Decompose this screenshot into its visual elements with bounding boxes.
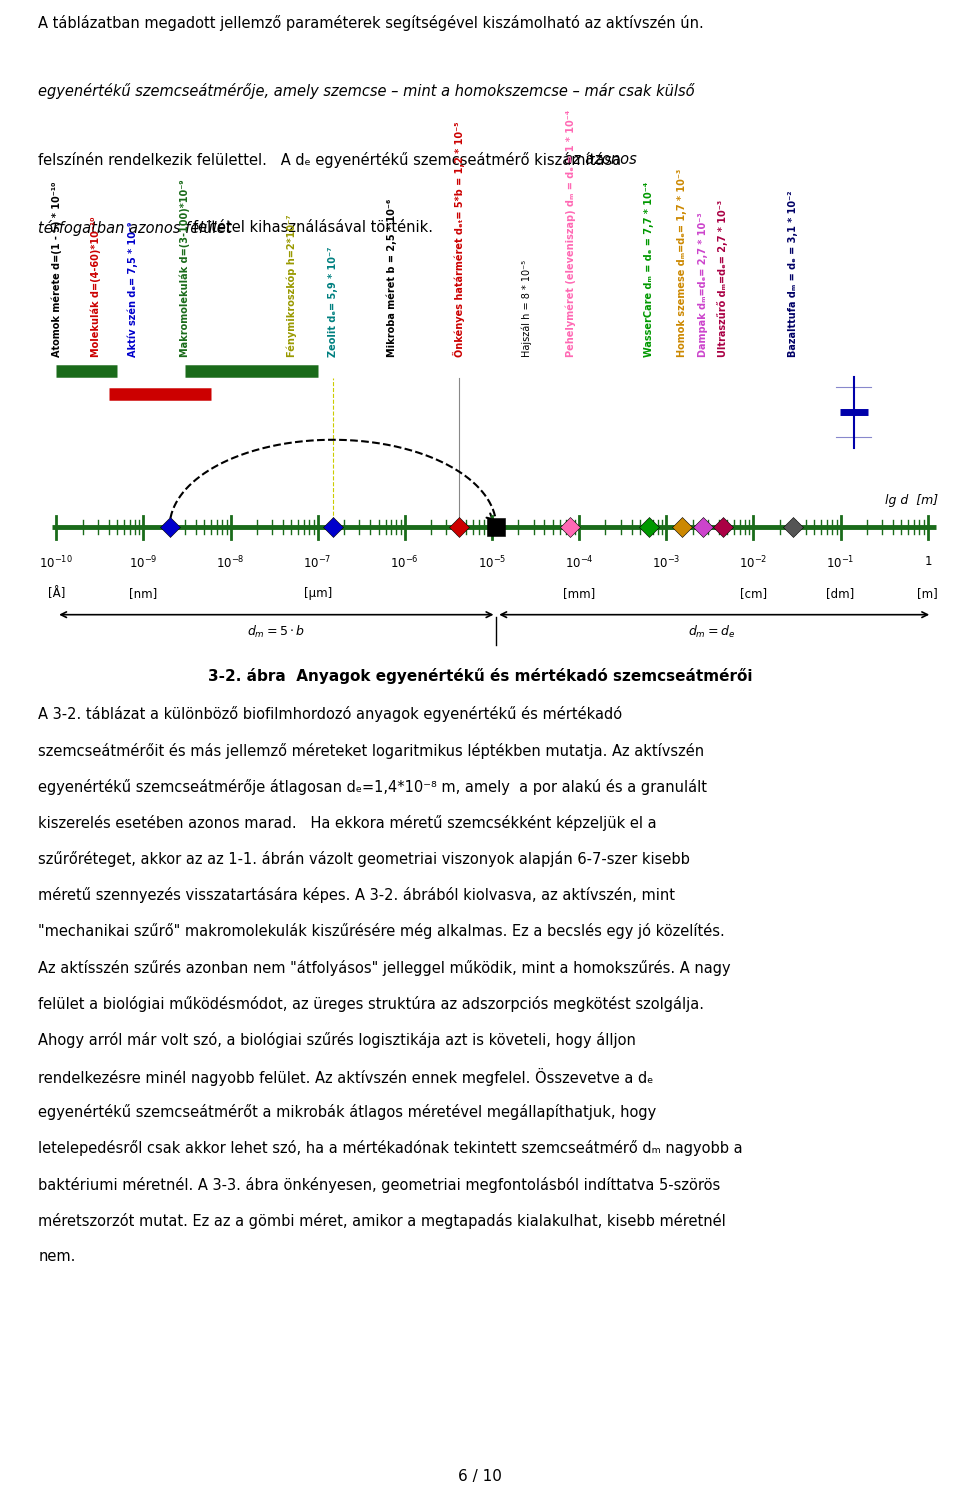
Text: baktériumi méretnél. A 3-3. ábra önkényesen, geometriai megfontolásból indíttatv: baktériumi méretnél. A 3-3. ábra önkénye… xyxy=(38,1177,721,1192)
Text: egyenértékű szemcseátmérőt a mikrobák átlagos méretével megállapíthatjuk, hogy: egyenértékű szemcseátmérőt a mikrobák át… xyxy=(38,1105,657,1120)
Text: $1$: $1$ xyxy=(924,555,932,568)
Text: nem.: nem. xyxy=(38,1249,76,1264)
Text: méretű szennyezés visszatartására képes. A 3-2. ábrából kiolvasva, az aktívszén,: méretű szennyezés visszatartására képes.… xyxy=(38,887,676,903)
Text: Aktív szén dₑ= 7,5 * 10⁻⁹: Aktív szén dₑ= 7,5 * 10⁻⁹ xyxy=(128,221,138,356)
Text: Hajszál h = 8 * 10⁻⁵: Hajszál h = 8 * 10⁻⁵ xyxy=(521,260,532,356)
Text: lg d  [m]: lg d [m] xyxy=(885,493,938,507)
Text: Az aktísszén szűrés azonban nem "átfolyásos" jelleggel működik, mint a homokszűr: Az aktísszén szűrés azonban nem "átfolyá… xyxy=(38,959,731,975)
Text: $d_m = 5 \cdot b$: $d_m = 5 \cdot b$ xyxy=(247,624,305,640)
Text: feltétel kihasználásával történik.: feltétel kihasználásával történik. xyxy=(193,219,433,234)
Text: Önkényes határméret dₑₜ= 5*b = 1,2 * 10⁻⁵: Önkényes határméret dₑₜ= 5*b = 1,2 * 10⁻… xyxy=(453,122,465,356)
Text: [m]: [m] xyxy=(918,588,938,600)
Text: szűrőréteget, akkor az az 1-1. ábrán vázolt geometriai viszonyok alapján 6-7-sze: szűrőréteget, akkor az az 1-1. ábrán váz… xyxy=(38,851,690,867)
Text: 3-2. ábra  Anyagok egyenértékű és mértékadó szemcseátmérői: 3-2. ábra Anyagok egyenértékű és mértéka… xyxy=(207,669,753,684)
Text: $10^{-2}$: $10^{-2}$ xyxy=(739,555,768,571)
Text: A 3-2. táblázat a különböző biofilmhordozó anyagok egyenértékű és mértékadó: A 3-2. táblázat a különböző biofilmhordo… xyxy=(38,706,622,723)
Text: WasserCare dₘ = dₑ = 7,7 * 10⁻⁴: WasserCare dₘ = dₑ = 7,7 * 10⁻⁴ xyxy=(644,182,654,356)
Text: [nm]: [nm] xyxy=(130,588,157,600)
Text: A táblázatban megadott jellemző paraméterek segítségével kiszámolható az aktívsz: A táblázatban megadott jellemző paraméte… xyxy=(38,15,704,32)
Text: Makromolekulák d=(3-100)*10⁻⁹: Makromolekulák d=(3-100)*10⁻⁹ xyxy=(180,179,190,356)
Text: térfogatban azonos felület: térfogatban azonos felület xyxy=(38,219,236,236)
Text: szemcseátmérőit és más jellemző méreteket logaritmikus léptékben mutatja. Az akt: szemcseátmérőit és más jellemző méreteke… xyxy=(38,742,705,759)
Text: $d_m = d_e$: $d_m = d_e$ xyxy=(688,624,735,640)
Text: $10^{-8}$: $10^{-8}$ xyxy=(216,555,245,571)
Text: Dampak dₘ=dₑ= 2,7 * 10⁻³: Dampak dₘ=dₑ= 2,7 * 10⁻³ xyxy=(698,212,708,356)
Text: felszínén rendelkezik felülettel.   A dₑ egyenértékű szemcseátmérő kiszámítása: felszínén rendelkezik felülettel. A dₑ e… xyxy=(38,152,626,168)
Text: Bazalttufa dₘ = dₑ = 3,1 * 10⁻²: Bazalttufa dₘ = dₑ = 3,1 * 10⁻² xyxy=(787,191,798,356)
Text: $10^{-10}$: $10^{-10}$ xyxy=(39,555,73,571)
Text: letelepedésről csak akkor lehet szó, ha a mértékadónak tekintett szemcseátmérő d: letelepedésről csak akkor lehet szó, ha … xyxy=(38,1141,743,1156)
Text: [μm]: [μm] xyxy=(303,588,332,600)
Text: $10^{-5}$: $10^{-5}$ xyxy=(478,555,506,571)
Text: Atomok mérete d=(1 - 5) * 10⁻¹⁰: Atomok mérete d=(1 - 5) * 10⁻¹⁰ xyxy=(51,182,61,356)
Text: egyenértékű szemcseátmérője, amely szemcse – mint a homokszemcse – már csak küls: egyenértékű szemcseátmérője, amely szemc… xyxy=(38,83,695,99)
Text: $10^{-3}$: $10^{-3}$ xyxy=(652,555,681,571)
Text: felület a biológiai működésmódot, az üreges struktúra az adszorpciós megkötést s: felület a biológiai működésmódot, az üre… xyxy=(38,995,705,1012)
Text: az azonos: az azonos xyxy=(564,152,636,167)
Text: 6 / 10: 6 / 10 xyxy=(458,1470,502,1483)
Text: Mikroba méret b = 2,5 * 10⁻⁶: Mikroba méret b = 2,5 * 10⁻⁶ xyxy=(387,198,397,356)
Text: [cm]: [cm] xyxy=(740,588,767,600)
Text: Molekulák d=(4-60)*10⁻¹⁰: Molekulák d=(4-60)*10⁻¹⁰ xyxy=(90,216,101,356)
Text: $10^{-4}$: $10^{-4}$ xyxy=(564,555,593,571)
Text: Pehelyméret (eleveniszap) dₘ = dₑ = 1 * 10⁻⁴: Pehelyméret (eleveniszap) dₘ = dₑ = 1 * … xyxy=(565,110,576,356)
Text: kiszerelés esetében azonos marad.   Ha ekkora méretű szemcsékként képzeljük el a: kiszerelés esetében azonos marad. Ha ekk… xyxy=(38,815,657,831)
Text: $10^{-6}$: $10^{-6}$ xyxy=(391,555,420,571)
Text: [Å]: [Å] xyxy=(48,588,65,600)
Text: [dm]: [dm] xyxy=(827,588,854,600)
Text: Fénymikroszkóp h=2*10⁻⁷: Fénymikroszkóp h=2*10⁻⁷ xyxy=(286,215,297,356)
Text: $10^{-9}$: $10^{-9}$ xyxy=(130,555,157,571)
Text: [mm]: [mm] xyxy=(563,588,595,600)
Text: Ultraszűrő dₘ=dₑ= 2,7 * 10⁻³: Ultraszűrő dₘ=dₑ= 2,7 * 10⁻³ xyxy=(717,200,729,356)
Text: Ahogy arról már volt szó, a biológiai szűrés logisztikája azt is követeli, hogy : Ahogy arról már volt szó, a biológiai sz… xyxy=(38,1033,636,1048)
Text: egyenértékű szemcseátmérője átlagosan dₑ=1,4*10⁻⁸ m, amely  a por alakú és a gra: egyenértékű szemcseátmérője átlagosan dₑ… xyxy=(38,779,708,795)
Text: Homok szemese dₘ=dₑ= 1,7 * 10⁻³: Homok szemese dₘ=dₑ= 1,7 * 10⁻³ xyxy=(677,168,687,356)
Text: Zeolit dₑ= 5,9 * 10⁻⁷: Zeolit dₑ= 5,9 * 10⁻⁷ xyxy=(327,246,338,356)
Text: méretszorzót mutat. Ez az a gömbi méret, amikor a megtapadás kialakulhat, kisebb: méretszorzót mutat. Ez az a gömbi méret,… xyxy=(38,1213,726,1229)
Text: rendelkezésre minél nagyobb felület. Az aktívszén ennek megfelel. Összevetve a d: rendelkezésre minél nagyobb felület. Az … xyxy=(38,1069,654,1087)
Text: $10^{-7}$: $10^{-7}$ xyxy=(303,555,332,571)
Text: $10^{-1}$: $10^{-1}$ xyxy=(827,555,854,571)
Text: "mechanikai szűrő" makromolekulák kiszűrésére még alkalmas. Ez a becslés egy jó : "mechanikai szűrő" makromolekulák kiszűr… xyxy=(38,923,725,939)
